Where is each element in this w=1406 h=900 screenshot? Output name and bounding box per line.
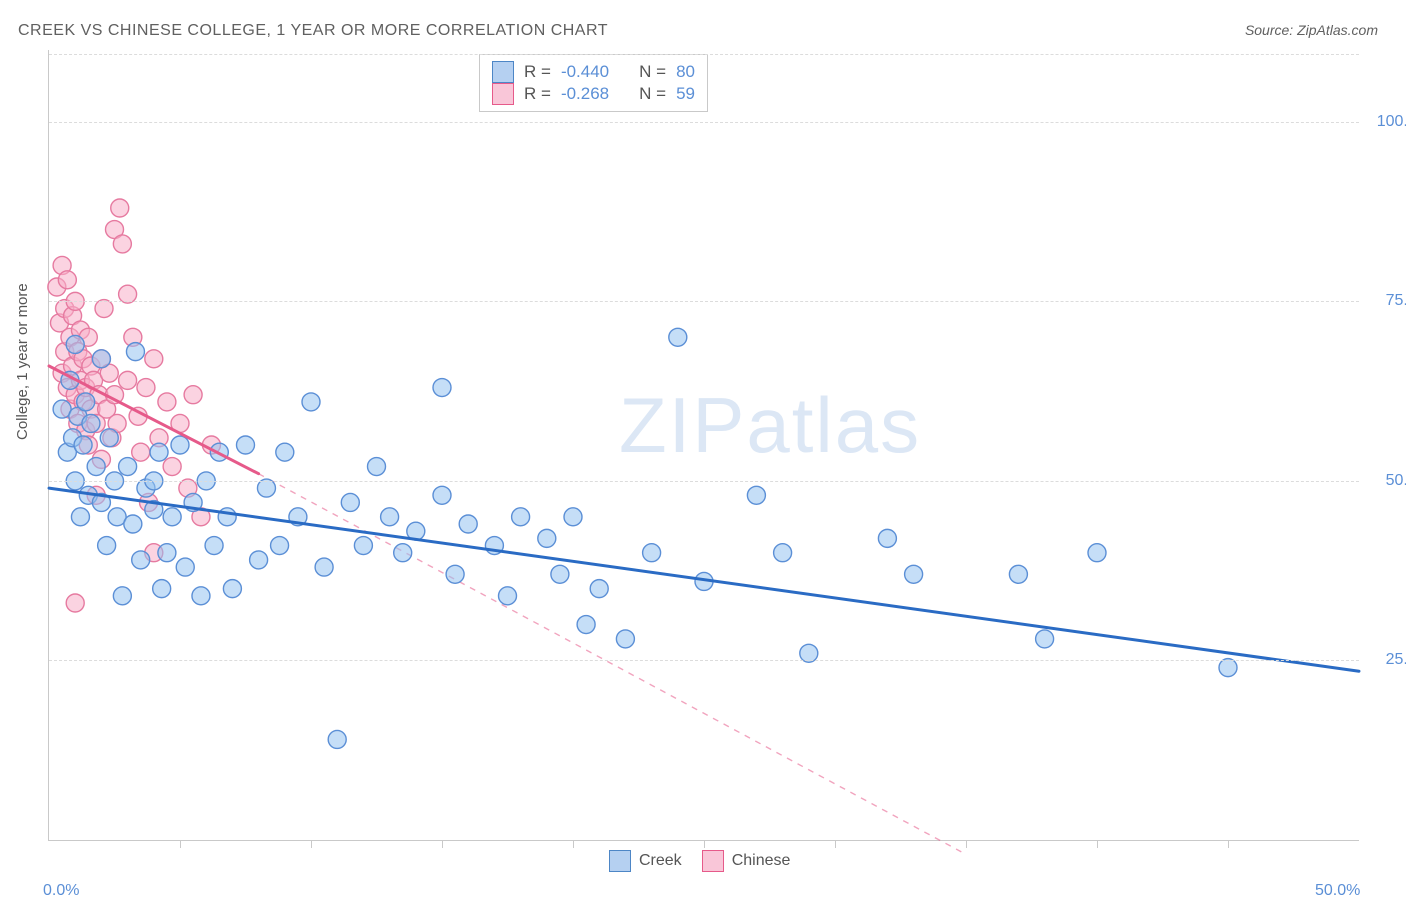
x-tick-label: 50.0%: [1315, 882, 1360, 900]
chart-title: CREEK VS CHINESE COLLEGE, 1 YEAR OR MORE…: [18, 22, 608, 40]
x-tick: [442, 840, 443, 848]
y-tick-label: 25.0%: [1371, 651, 1406, 669]
x-tick: [180, 840, 181, 848]
x-tick: [311, 840, 312, 848]
x-tick: [704, 840, 705, 848]
plot-area: ZIPatlas R = -0.440 N = 80 R = -0.268 N …: [48, 50, 1359, 841]
gridline: [49, 54, 1359, 55]
gridline: [49, 660, 1359, 661]
r-value: -0.268: [561, 84, 609, 104]
legend-label: Chinese: [732, 852, 791, 870]
n-label: N =: [639, 62, 666, 82]
source-attribution: Source: ZipAtlas.com: [1245, 22, 1378, 38]
legend-row-chinese: R = -0.268 N = 59: [492, 83, 695, 105]
r-label: R =: [524, 84, 551, 104]
y-tick-label: 75.0%: [1371, 292, 1406, 310]
n-label: N =: [639, 84, 666, 104]
x-tick-label: 0.0%: [43, 882, 79, 900]
swatch-blue-icon: [609, 850, 631, 872]
swatch-blue-icon: [492, 61, 514, 83]
gridline: [49, 301, 1359, 302]
gridline: [49, 481, 1359, 482]
legend-item-chinese: Chinese: [702, 850, 791, 872]
legend-label: Creek: [639, 852, 682, 870]
swatch-pink-icon: [702, 850, 724, 872]
y-axis-label: College, 1 year or more: [14, 283, 31, 440]
x-tick: [1228, 840, 1229, 848]
legend-stats: R = -0.440 N = 80 R = -0.268 N = 59: [479, 54, 708, 112]
gridline: [49, 122, 1359, 123]
legend-series: Creek Chinese: [609, 850, 790, 872]
r-value: -0.440: [561, 62, 609, 82]
legend-row-creek: R = -0.440 N = 80: [492, 61, 695, 83]
x-tick: [966, 840, 967, 848]
n-value: 59: [676, 84, 695, 104]
x-tick: [1097, 840, 1098, 848]
chart-container: CREEK VS CHINESE COLLEGE, 1 YEAR OR MORE…: [0, 0, 1406, 892]
swatch-pink-icon: [492, 83, 514, 105]
legend-item-creek: Creek: [609, 850, 682, 872]
plot-svg: [49, 50, 1359, 840]
x-tick: [573, 840, 574, 848]
x-tick: [835, 840, 836, 848]
y-tick-label: 100.0%: [1371, 113, 1406, 131]
r-label: R =: [524, 62, 551, 82]
n-value: 80: [676, 62, 695, 82]
y-tick-label: 50.0%: [1371, 472, 1406, 490]
